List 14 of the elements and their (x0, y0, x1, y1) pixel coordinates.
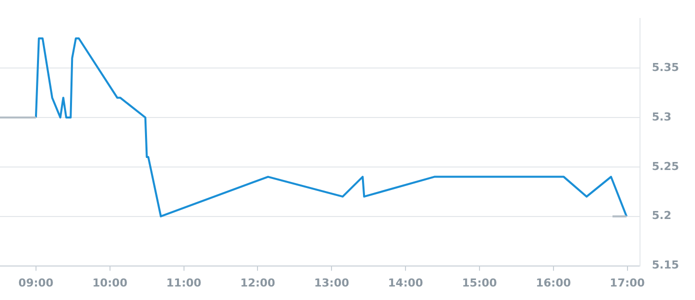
y-tick-label: 5.35 (652, 60, 679, 74)
y-tick-label: 5.15 (652, 258, 679, 272)
x-tick-label: 17:00 (610, 276, 646, 290)
y-tick-label: 5.25 (652, 160, 679, 173)
x-tick-label: 12:00 (240, 276, 276, 290)
x-tick-label: 14:00 (388, 276, 424, 290)
x-tick-label: 10:00 (92, 276, 128, 290)
x-tick-label: 15:00 (462, 276, 498, 290)
x-tick-label: 13:00 (314, 276, 350, 290)
x-tick-label: 11:00 (166, 276, 202, 290)
x-tick-label: 09:00 (18, 276, 54, 290)
y-tick-label: 5.2 (652, 209, 672, 222)
x-tick-label: 16:00 (536, 276, 572, 290)
y-tick-label: 5.3 (652, 110, 672, 124)
